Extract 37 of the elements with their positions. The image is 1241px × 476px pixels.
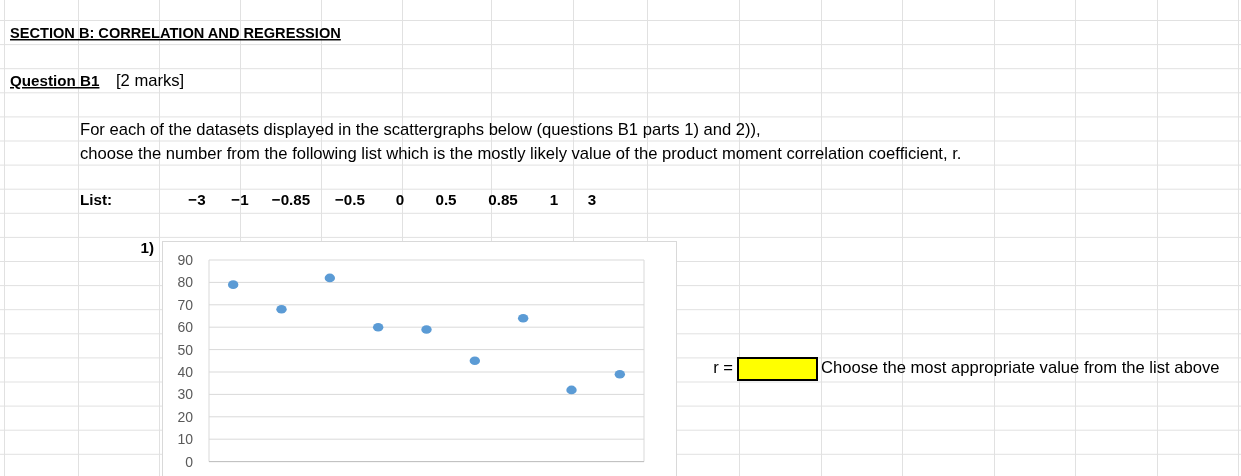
text: r = — [713, 358, 733, 377]
text: −1 — [231, 191, 250, 208]
text: Question B1 — [10, 72, 100, 89]
point — [614, 369, 626, 379]
text: [2 marks] — [116, 71, 185, 90]
point — [421, 325, 432, 334]
text: Choose the most appropriate value from the list above — [821, 358, 1220, 377]
point — [469, 356, 481, 366]
point — [372, 322, 384, 332]
y-tick-label: 60 — [177, 319, 194, 336]
y-tick-label: 90 — [177, 251, 194, 268]
text: 1 — [549, 191, 559, 208]
y-tick-label: 30 — [177, 386, 194, 403]
point — [324, 273, 336, 283]
text: −3 — [188, 191, 206, 208]
y-tick-label: 50 — [177, 341, 194, 358]
y-tick-label: 0 — [185, 453, 194, 470]
text: For each of the datasets displayed in the scattergraphs below (questions B1 parts 1) and 2)), — [80, 120, 761, 139]
point — [517, 313, 529, 323]
text: 0 — [395, 191, 405, 208]
y-tick-label: 10 — [177, 431, 194, 448]
y-tick-label: 20 — [177, 408, 194, 425]
chart-title: SECTION B: CORRELATION AND REGRESSION — [10, 25, 341, 41]
point — [566, 385, 577, 395]
point — [227, 280, 239, 289]
text: −0.5 — [335, 191, 366, 208]
text: −0.85 — [271, 191, 311, 208]
text: 1) — [140, 239, 154, 256]
point — [276, 304, 287, 314]
y-tick-label: 70 — [177, 296, 194, 313]
y-tick-label: 40 — [177, 363, 194, 380]
text: List: — [80, 191, 113, 208]
text: 3 — [587, 191, 597, 208]
y-tick-label: 80 — [177, 274, 194, 291]
text: 0.5 — [435, 191, 458, 208]
text: 0.85 — [488, 191, 519, 208]
text: choose the number from the following list which is the mostly likely value of the product moment correlation coefficient, r. — [80, 144, 962, 163]
